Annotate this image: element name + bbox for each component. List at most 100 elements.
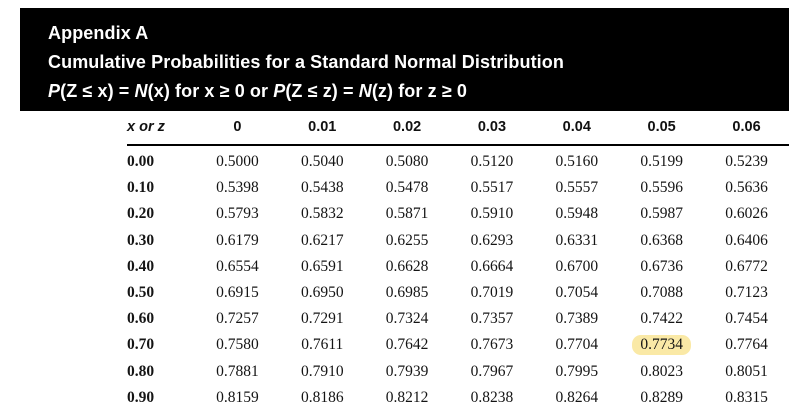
- cell-value: 0.5239: [725, 153, 768, 171]
- cell-value: 0.6591: [300, 257, 344, 275]
- formula-symbol-N: N: [134, 81, 148, 101]
- table-cell: 0.6331: [534, 228, 619, 254]
- formula-text: (x) for x ≥ 0 or: [147, 81, 274, 101]
- table-row: 0.70 0.7580 0.7611 0.7642 0.7673 0.7704 0.7734…: [127, 332, 789, 358]
- table-cell: 0.7454: [704, 306, 789, 332]
- probability-table: x or z 0 0.01 0.02 0.03 0.04 0.05 0.06 0.00 0.5…: [127, 113, 789, 411]
- cell-value: 0.6026: [725, 205, 768, 223]
- table-row: 0.80 0.7881 0.7910 0.7939 0.7967 0.7995 0.8023…: [127, 359, 789, 385]
- cell-value: 0.5793: [216, 205, 259, 223]
- cell-value: 0.5910: [470, 205, 514, 223]
- table-header: x or z 0 0.01 0.02 0.03 0.04 0.05 0.06: [127, 113, 789, 146]
- cell-value: 0.6915: [216, 284, 259, 302]
- cell-value: 0.5398: [216, 179, 259, 197]
- cell-value: 0.5636: [725, 179, 768, 197]
- table-cell: 0.5557: [534, 175, 619, 201]
- table-cell: 0.7123: [704, 280, 789, 306]
- table-cell: 0.5793: [195, 201, 280, 227]
- table-cell: 0.6950: [280, 280, 365, 306]
- table-cell: 0.5987: [619, 201, 704, 227]
- row-label: 0.50: [127, 284, 155, 302]
- table-cell: 0.5120: [450, 145, 535, 175]
- cell-value: 0.7611: [301, 336, 344, 354]
- table-cell: 0.7422: [619, 306, 704, 332]
- table-cell: 0.6255: [365, 228, 450, 254]
- cell-value: 0.5438: [300, 179, 344, 197]
- table-cell: 0.7764: [704, 332, 789, 358]
- cell-value: 0.6700: [555, 257, 599, 275]
- cell-value: 0.7580: [216, 336, 259, 354]
- table-cell: 0.7611: [280, 332, 365, 358]
- cell-value: 0.5000: [216, 153, 259, 171]
- table-cell: 0.7995: [534, 359, 619, 385]
- formula-symbol-N: N: [358, 81, 372, 101]
- cell-value: 0.6217: [300, 231, 344, 249]
- cell-value: 0.6554: [216, 257, 259, 275]
- table-cell: 0.5160: [534, 145, 619, 175]
- table-cell: 0.7734: [619, 332, 704, 358]
- table-cell: 0.7291: [280, 306, 365, 332]
- cell-value: 0.7967: [470, 362, 514, 380]
- column-header: 0.05: [619, 113, 705, 146]
- table-row: 0.90 0.8159 0.8186 0.8212 0.8238 0.8264 0.8289…: [127, 385, 789, 411]
- table-row: 0.30 0.6179 0.6217 0.6255 0.6293 0.6331 0.6368…: [127, 228, 789, 254]
- table-cell: 0.6406: [704, 228, 789, 254]
- table-cell: 0.7088: [619, 280, 704, 306]
- table-cell: 0.6554: [195, 254, 280, 280]
- cell-value: 0.6406: [725, 231, 768, 249]
- cell-value: 0.8289: [640, 388, 683, 406]
- cell-value: 0.5948: [555, 205, 599, 223]
- column-header: 0.01: [279, 113, 365, 146]
- cell-value: 0.5120: [470, 153, 514, 171]
- row-label: 0.10: [127, 179, 155, 197]
- table-cell: 0.7324: [365, 306, 450, 332]
- table-cell: 0.5517: [450, 175, 535, 201]
- cell-value: 0.7123: [725, 284, 768, 302]
- table-cell: 0.6628: [365, 254, 450, 280]
- table-cell: 0.8159: [195, 385, 280, 411]
- table-body: 0.00 0.5000 0.5040 0.5080 0.5120 0.5160 0.5199…: [127, 145, 789, 411]
- table-cell: 0.5636: [704, 175, 789, 201]
- table-cell: 0.5871: [365, 201, 450, 227]
- column-header: 0: [195, 113, 280, 146]
- table-cell: 0.8264: [534, 385, 619, 411]
- appendix-formula: P(Z ≤ x) = N(x) for x ≥ 0 or P(Z ≤ z) = …: [48, 77, 779, 106]
- cell-value: 0.7673: [470, 336, 514, 354]
- table-row: 0.20 0.5793 0.5832 0.5871 0.5910 0.5948 0.5987…: [127, 201, 789, 227]
- row-label: 0.60: [127, 310, 155, 328]
- cell-value: 0.7019: [470, 284, 514, 302]
- cell-value: 0.7389: [555, 310, 599, 328]
- cell-value: 0.8212: [385, 388, 429, 406]
- appendix-banner: Appendix A Cumulative Probabilities for …: [20, 8, 789, 111]
- column-header: 0.03: [449, 113, 535, 146]
- formula-text: (Z ≤ z) =: [285, 81, 359, 101]
- table-cell: 0.7389: [534, 306, 619, 332]
- table-row: 0.10 0.5398 0.5438 0.5478 0.5517 0.5557 0.5596…: [127, 175, 789, 201]
- table-cell: 0.7939: [365, 359, 450, 385]
- column-header: 0.06: [704, 113, 789, 146]
- table-cell: 0.6700: [534, 254, 619, 280]
- appendix-subtitle: Cumulative Probabilities for a Standard …: [48, 52, 564, 72]
- table-cell: 0.7910: [280, 359, 365, 385]
- cell-value: 0.5517: [470, 179, 514, 197]
- table-cell: 0.7881: [195, 359, 280, 385]
- table-cell: 0.6179: [195, 228, 280, 254]
- table-row: 0.50 0.6915 0.6950 0.6985 0.7019 0.7054 0.7088…: [127, 280, 789, 306]
- highlighted-cell-value: 0.7734: [632, 335, 691, 356]
- cell-value: 0.6628: [385, 257, 429, 275]
- table-cell: 0.5080: [365, 145, 450, 175]
- cell-value: 0.5160: [555, 153, 599, 171]
- cell-value: 0.5832: [300, 205, 344, 223]
- row-label: 0.30: [127, 231, 155, 249]
- table-cell: 0.7019: [450, 280, 535, 306]
- corner-header-x-or-z: x or z: [127, 113, 195, 146]
- cell-value: 0.8023: [640, 362, 683, 380]
- table-cell: 0.8315: [704, 385, 789, 411]
- cell-value: 0.5557: [555, 179, 599, 197]
- column-header: 0.02: [364, 113, 450, 146]
- table-cell: 0.8238: [450, 385, 535, 411]
- cell-value: 0.5199: [640, 153, 683, 171]
- table-cell: 0.5239: [704, 145, 789, 175]
- cell-value: 0.7764: [725, 336, 768, 354]
- table-cell: 0.6664: [450, 254, 535, 280]
